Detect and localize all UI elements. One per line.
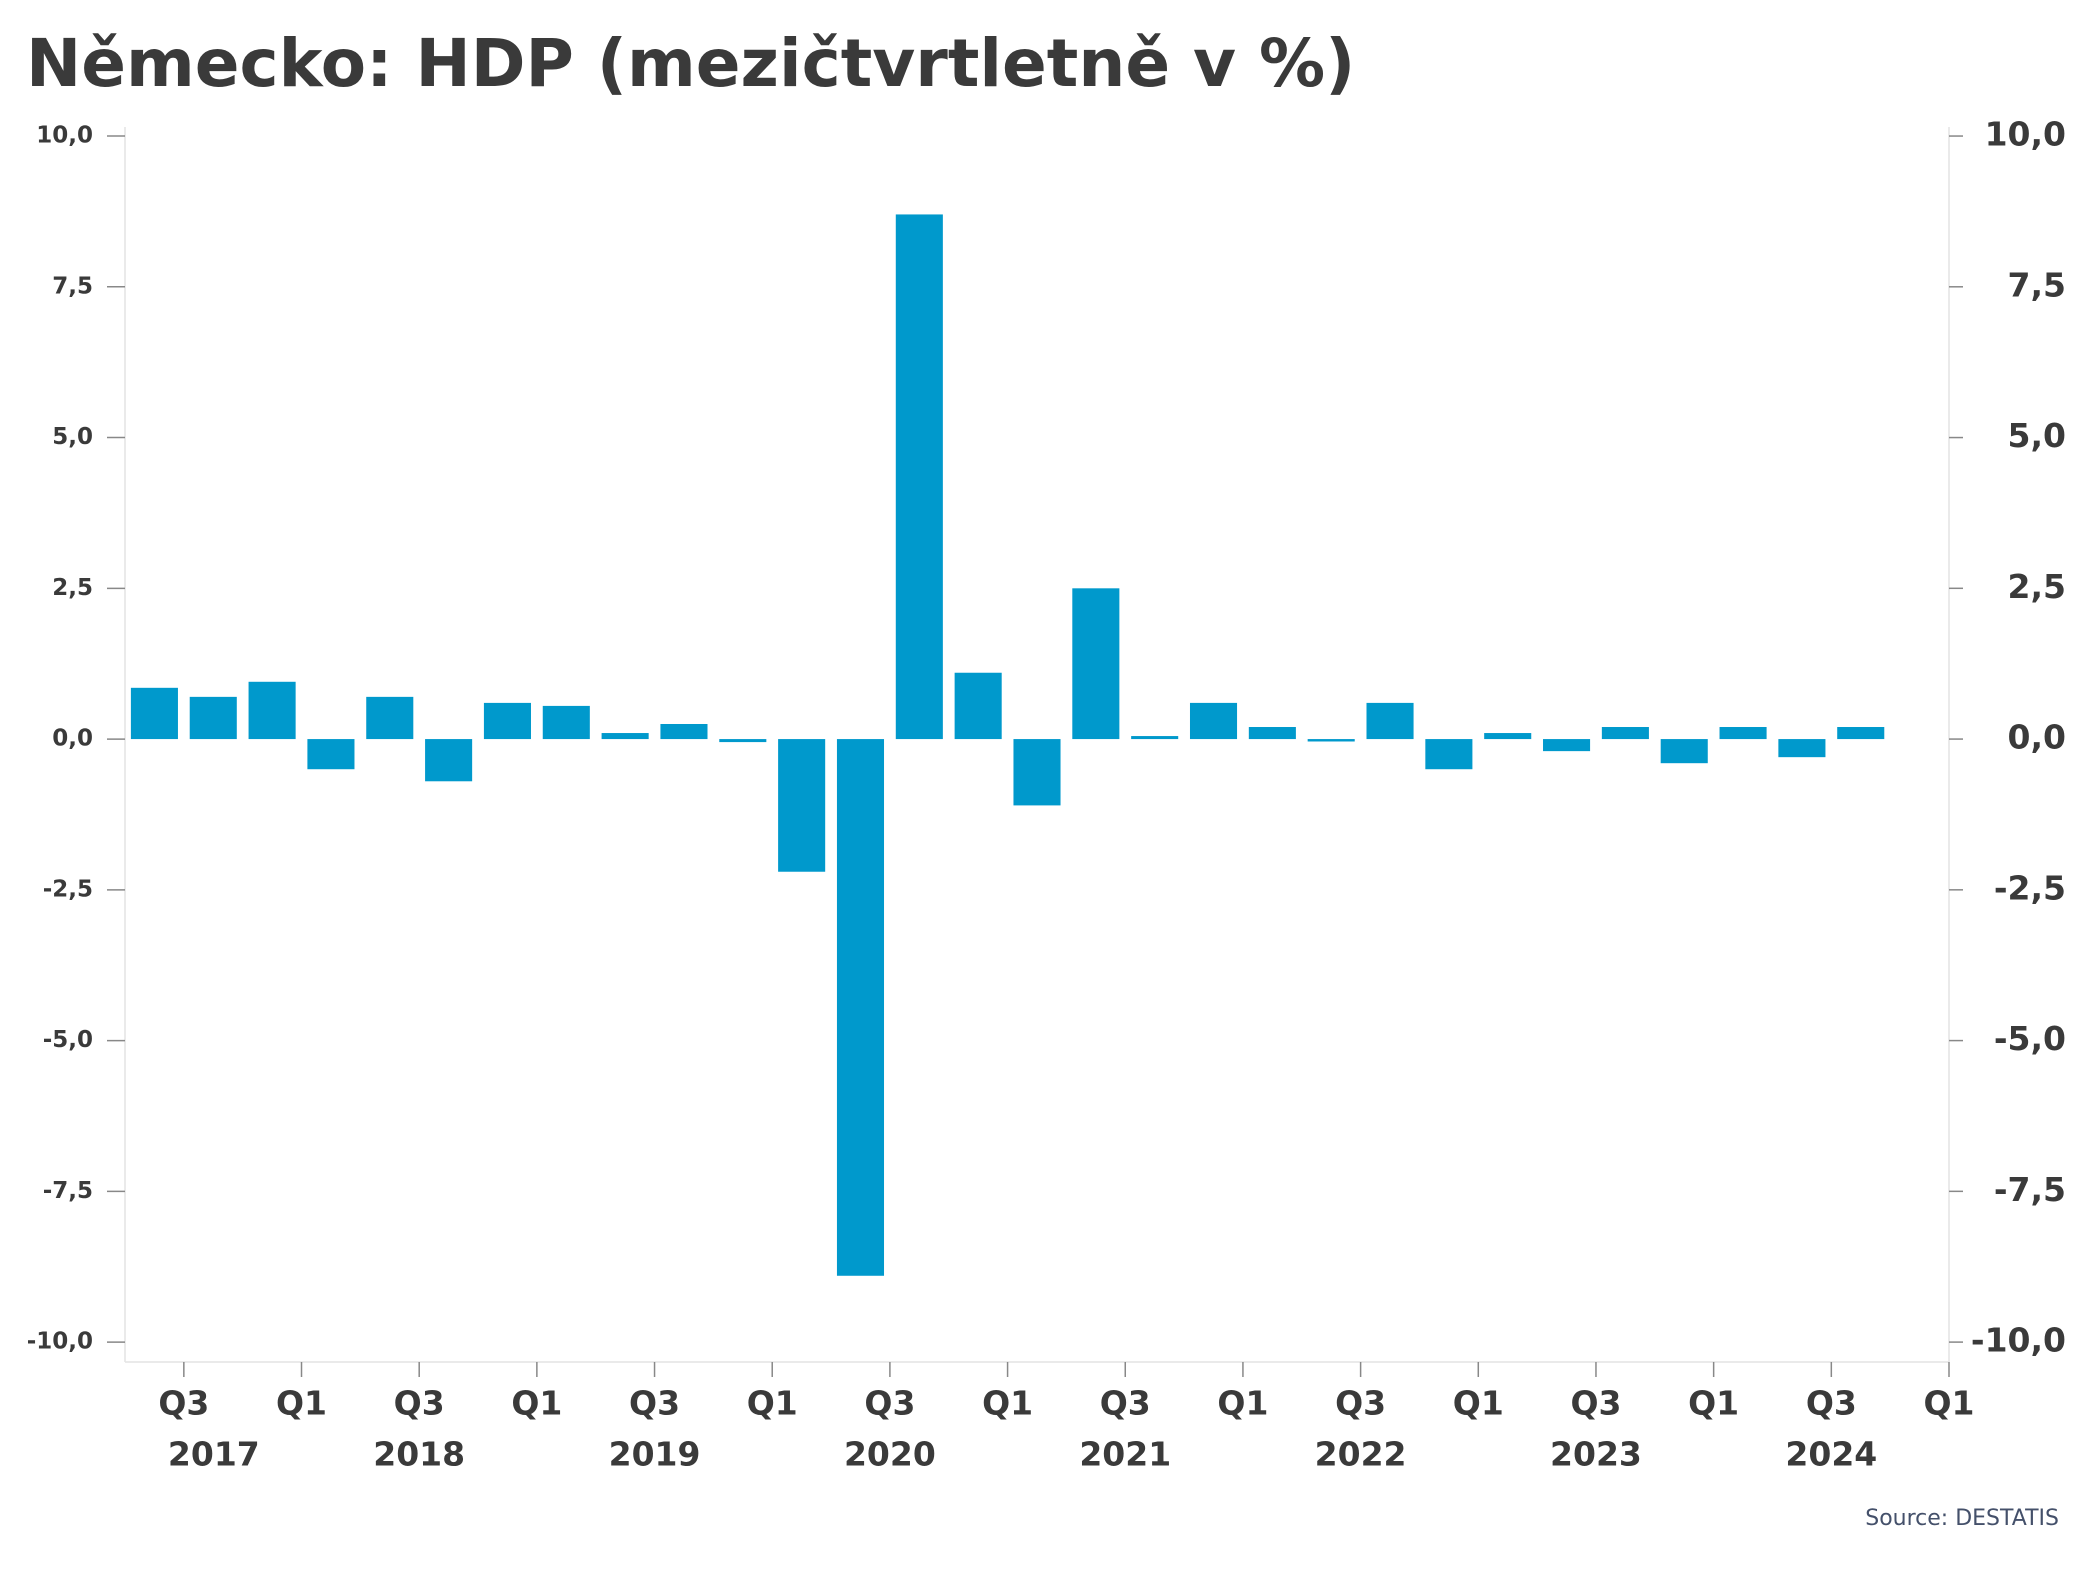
bar bbox=[1660, 739, 1708, 764]
y-tick-label: -7,5 bbox=[43, 1178, 93, 1204]
y2-tick-label: 0,0 bbox=[2008, 718, 2066, 757]
source: Source: DESTATIS bbox=[1865, 1506, 2059, 1531]
bar bbox=[307, 739, 355, 770]
bar bbox=[719, 739, 767, 743]
y2-tick-label: 7,5 bbox=[2008, 265, 2066, 304]
x-tick-label: Q3 bbox=[629, 1384, 680, 1423]
x-year-label: 2024 bbox=[1785, 1435, 1877, 1474]
y2-tick-label: -5,0 bbox=[1994, 1019, 2066, 1058]
bar bbox=[1248, 727, 1296, 740]
x-year-label: 2020 bbox=[844, 1435, 936, 1474]
bar bbox=[1189, 702, 1238, 740]
x-tick-label: Q1 bbox=[276, 1384, 327, 1423]
bar bbox=[601, 733, 649, 740]
x-tick-label: Q3 bbox=[1335, 1384, 1386, 1423]
bar bbox=[189, 696, 237, 740]
y2-tick-label: 2,5 bbox=[2008, 567, 2066, 606]
x-tick-label: Q3 bbox=[864, 1384, 915, 1423]
bar bbox=[542, 705, 590, 740]
bar bbox=[1543, 739, 1591, 752]
bar bbox=[1013, 739, 1061, 806]
x-tick-label: Q3 bbox=[1806, 1384, 1857, 1423]
bar bbox=[1366, 702, 1414, 740]
bar bbox=[366, 696, 414, 740]
bar bbox=[1484, 733, 1532, 740]
y2-tick-label: -10,0 bbox=[1971, 1321, 2066, 1360]
x-year-label: 2022 bbox=[1315, 1435, 1407, 1474]
x-tick-label: Q1 bbox=[747, 1384, 798, 1423]
y-tick-label: 5,0 bbox=[52, 424, 93, 450]
x-tick-label: Q3 bbox=[1100, 1384, 1151, 1423]
y-tick-label: 0,0 bbox=[52, 726, 93, 752]
y-tick-label: 7,5 bbox=[52, 273, 93, 299]
x-tick-label: Q1 bbox=[511, 1384, 562, 1423]
y-tick-label: 10,0 bbox=[36, 123, 93, 149]
bar bbox=[954, 672, 1002, 740]
x-tick-label: Q3 bbox=[394, 1384, 445, 1423]
bar bbox=[1719, 727, 1767, 740]
x-tick-label: Q1 bbox=[982, 1384, 1033, 1423]
bar bbox=[895, 214, 943, 740]
bar bbox=[836, 739, 885, 1276]
x-year-label: 2019 bbox=[609, 1435, 701, 1474]
x-tick-label: Q1 bbox=[1217, 1384, 1268, 1423]
x-tick-label: Q1 bbox=[1453, 1384, 1504, 1423]
x-tick-label: Q3 bbox=[1570, 1384, 1621, 1423]
bar bbox=[248, 681, 296, 740]
x-year-label: 2018 bbox=[373, 1435, 465, 1474]
bar bbox=[483, 702, 531, 740]
y2-tick-label: -2,5 bbox=[1994, 868, 2066, 907]
x-year-label: 2023 bbox=[1550, 1435, 1642, 1474]
y-tick-label: 2,5 bbox=[52, 575, 93, 601]
x-tick-label: Q3 bbox=[158, 1384, 209, 1423]
y-tick-label: -5,0 bbox=[43, 1027, 93, 1053]
bar bbox=[1307, 739, 1355, 742]
bar bbox=[778, 739, 826, 872]
bar bbox=[1072, 588, 1120, 740]
y-tick-label: -10,0 bbox=[27, 1329, 93, 1355]
x-year-label: 2021 bbox=[1079, 1435, 1171, 1474]
bar bbox=[1837, 727, 1885, 740]
y2-tick-label: 5,0 bbox=[2008, 416, 2066, 455]
bar bbox=[1601, 727, 1649, 740]
bar bbox=[1778, 739, 1826, 758]
x-tick-label: Q1 bbox=[1688, 1384, 1739, 1423]
bar bbox=[1131, 736, 1179, 740]
x-tick-label: Q1 bbox=[1923, 1384, 1974, 1423]
chart-title: Německo: HDP (mezičtvrtletně v %) bbox=[26, 25, 1355, 102]
bar bbox=[425, 739, 473, 782]
bar bbox=[130, 687, 178, 740]
bar bbox=[1425, 739, 1473, 770]
x-year-label: 2017 bbox=[168, 1435, 260, 1474]
y2-tick-label: 10,0 bbox=[1985, 115, 2066, 154]
y2-tick-label: -7,5 bbox=[1994, 1170, 2066, 1209]
y-tick-label: -2,5 bbox=[43, 876, 93, 902]
bar bbox=[660, 723, 708, 740]
